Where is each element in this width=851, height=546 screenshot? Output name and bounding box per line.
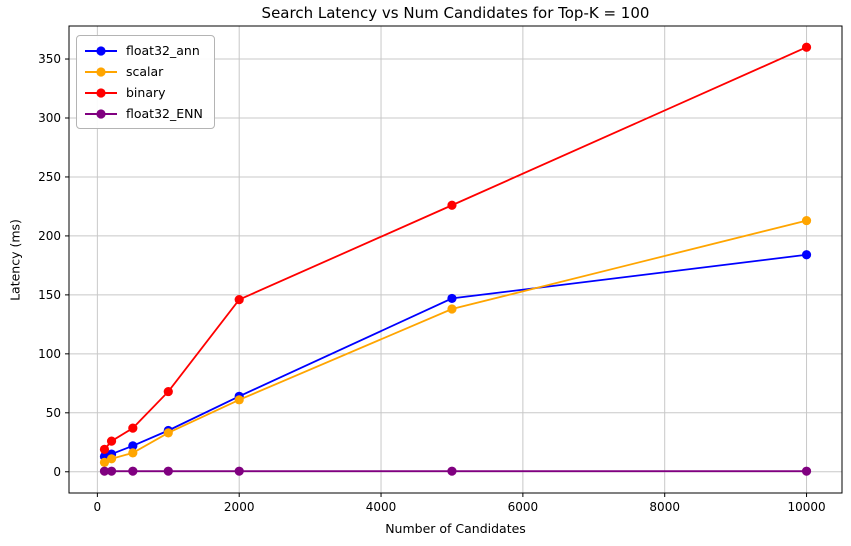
y-tick-label: 250 xyxy=(38,170,61,184)
data-point-float32_ann-5000 xyxy=(447,293,457,304)
legend-line-marker-icon xyxy=(85,66,117,77)
data-point-scalar-500 xyxy=(128,448,138,458)
data-point-float32_ENN-200 xyxy=(106,466,117,476)
x-tick-label: 0 xyxy=(94,500,102,514)
data-point-scalar-1000 xyxy=(163,428,173,438)
data-point-float32_ENN-500 xyxy=(128,466,138,476)
plot-border xyxy=(68,25,843,494)
x-tick-label: 2000 xyxy=(224,500,255,514)
y-axis-label: Latency (ms) xyxy=(7,219,23,301)
legend-label: binary xyxy=(126,85,166,100)
legend-line-marker-icon xyxy=(85,45,117,56)
data-point-float32_ENN-1000 xyxy=(163,466,173,476)
data-point-float32_ENN-100 xyxy=(99,466,110,476)
data-point-binary-5000 xyxy=(447,200,457,210)
data-point-scalar-10000 xyxy=(801,215,812,226)
x-axis-label: Number of Candidates xyxy=(385,521,526,536)
data-point-binary-100 xyxy=(99,444,110,454)
legend-label: scalar xyxy=(126,64,164,79)
legend-label: float32_ann xyxy=(126,43,200,58)
y-tick-label: 0 xyxy=(53,465,61,479)
data-point-binary-1000 xyxy=(163,386,173,397)
data-point-scalar-5000 xyxy=(447,304,457,314)
legend-item-scalar: scalar xyxy=(84,61,203,82)
y-tick-label: 300 xyxy=(38,111,61,125)
y-tick-label: 150 xyxy=(38,288,61,302)
data-point-float32_ann-10000 xyxy=(801,250,812,260)
x-tick-label: 10000 xyxy=(787,500,825,514)
data-point-scalar-100 xyxy=(99,457,110,467)
legend-item-float32_ann: float32_ann xyxy=(84,40,203,61)
y-tick-label: 200 xyxy=(38,229,61,243)
data-point-binary-500 xyxy=(128,423,138,433)
data-point-float32_ENN-5000 xyxy=(447,466,457,476)
legend-item-binary: binary xyxy=(84,82,203,103)
y-tick-label: 100 xyxy=(38,347,61,361)
data-point-scalar-200 xyxy=(106,454,117,464)
y-tick-label: 50 xyxy=(46,406,61,420)
x-tick-label: 8000 xyxy=(649,500,680,514)
data-point-scalar-2000 xyxy=(234,395,244,405)
data-point-float32_ENN-10000 xyxy=(801,466,812,476)
series-line-scalar xyxy=(104,219,807,464)
x-tick-label: 4000 xyxy=(366,500,397,514)
legend-label: float32_ENN xyxy=(126,106,203,121)
legend-item-float32_ENN: float32_ENN xyxy=(84,103,203,124)
legend-line-marker-icon xyxy=(85,87,117,98)
x-tick-label: 6000 xyxy=(508,500,539,514)
data-point-binary-200 xyxy=(106,436,117,446)
legend-line-marker-icon xyxy=(85,108,117,119)
y-tick-label: 350 xyxy=(38,52,61,66)
data-point-binary-2000 xyxy=(234,294,244,305)
data-point-binary-10000 xyxy=(801,42,812,52)
series-line-float32_ann xyxy=(104,253,807,458)
chart-title: Search Latency vs Num Candidates for Top… xyxy=(261,4,650,22)
data-point-float32_ann-500 xyxy=(128,441,138,451)
data-point-float32_ENN-2000 xyxy=(234,466,244,476)
